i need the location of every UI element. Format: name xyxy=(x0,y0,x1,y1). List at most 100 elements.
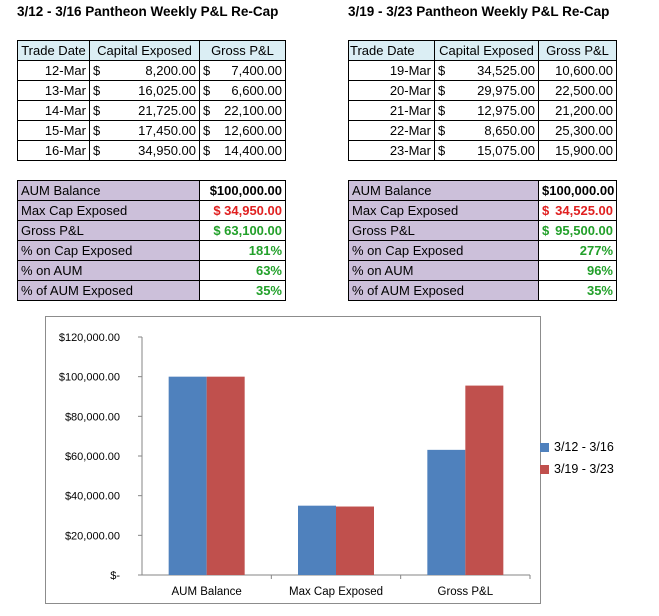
table-header-row: Trade Date Capital Exposed Gross P&L xyxy=(17,40,286,61)
pnl-cell: $14,400.00 xyxy=(199,140,286,161)
week2-title: 3/19 - 3/23 Pantheon Weekly P&L Re-Cap xyxy=(348,4,610,19)
currency-symbol: $ xyxy=(438,123,446,138)
currency-symbol: $ xyxy=(438,63,446,78)
week2-summary-table: AUM Balance $100,000.00 Max Cap Exposed … xyxy=(348,180,617,301)
trade-date-cell: 21-Mar xyxy=(348,100,435,121)
currency-symbol: $ xyxy=(438,103,446,118)
currency-symbol: $ xyxy=(542,223,550,238)
summary-row-aum: AUM Balance $100,000.00 xyxy=(17,180,286,201)
x-category-label: Max Cap Exposed xyxy=(289,586,383,598)
currency-symbol: $ xyxy=(542,203,550,218)
table-row: 19-Mar $34,525.00 10,600.00 xyxy=(348,60,617,81)
pct-aum-label: % on AUM xyxy=(348,260,539,281)
summary-row-pct-cap: % on Cap Exposed 181% xyxy=(17,240,286,261)
capital-cell: $16,025.00 xyxy=(89,80,200,101)
table-header-row: Trade Date Capital Exposed Gross P&L xyxy=(348,40,617,61)
x-category-label: AUM Balance xyxy=(172,586,242,598)
capital-cell: $29,975.00 xyxy=(434,80,539,101)
trade-date-cell: 13-Mar xyxy=(17,80,90,101)
trade-date-cell: 19-Mar xyxy=(348,60,435,81)
table-row: 13-Mar $16,025.00 $6,600.00 xyxy=(17,80,286,101)
chart-area: $- $20,000.00 $40,000.00 $60,000.00 $80,000.… xyxy=(45,316,541,604)
col-capital-exposed: Capital Exposed xyxy=(434,40,539,61)
bar-week2 xyxy=(336,506,374,575)
pct-cap-value: 181% xyxy=(199,240,286,261)
legend-label: 3/12 - 3/16 xyxy=(554,440,614,454)
pct-aum-value: 96% xyxy=(538,260,617,281)
trade-date-cell: 22-Mar xyxy=(348,120,435,141)
maxcap-label: Max Cap Exposed xyxy=(17,200,200,221)
pct-exposed-value: 35% xyxy=(199,280,286,301)
aum-value-cell: $100,000.00 xyxy=(538,180,617,201)
trade-date-cell: 20-Mar xyxy=(348,80,435,101)
bar-chart: $- $20,000.00 $40,000.00 $60,000.00 $80,000.… xyxy=(59,332,531,598)
legend-swatch-blue xyxy=(540,442,549,452)
capital-cell: $12,975.00 xyxy=(434,100,539,121)
maxcap-label: Max Cap Exposed xyxy=(348,200,539,221)
aum-label: AUM Balance xyxy=(348,180,539,201)
pnl-cell: $7,400.00 xyxy=(199,60,286,81)
pnl-cell: 10,600.00 xyxy=(538,60,617,81)
legend-item-week1: 3/12 - 3/16 xyxy=(540,440,614,454)
week2-trade-table: Trade Date Capital Exposed Gross P&L 19-… xyxy=(348,40,617,161)
table-row: 16-Mar $34,950.00 $14,400.00 xyxy=(17,140,286,161)
summary-row-pct-aum: % on AUM 96% xyxy=(348,260,617,281)
gross-label: Gross P&L xyxy=(17,220,200,241)
capital-cell: $34,950.00 xyxy=(89,140,200,161)
summary-row-aum: AUM Balance $100,000.00 xyxy=(348,180,617,201)
pnl-cell: $12,600.00 xyxy=(199,120,286,141)
y-tick-label: $20,000.00 xyxy=(65,530,120,542)
currency-symbol: $ xyxy=(438,143,446,158)
aum-label: AUM Balance xyxy=(17,180,200,201)
pct-exposed-label: % of AUM Exposed xyxy=(348,280,539,301)
currency-symbol: $ xyxy=(542,183,550,198)
summary-row-gross: Gross P&L $95,500.00 xyxy=(348,220,617,241)
capital-cell: $15,075.00 xyxy=(434,140,539,161)
col-gross-pnl: Gross P&L xyxy=(538,40,617,61)
maxcap-value-cell: $34,525.00 xyxy=(538,200,617,221)
currency-symbol: $ xyxy=(93,83,101,98)
legend-item-week2: 3/19 - 3/23 xyxy=(540,462,614,476)
capital-cell: $17,450.00 xyxy=(89,120,200,141)
pnl-cell: 25,300.00 xyxy=(538,120,617,141)
currency-symbol: $ xyxy=(203,83,211,98)
legend-swatch-red xyxy=(540,464,549,474)
pct-exposed-label: % of AUM Exposed xyxy=(17,280,200,301)
summary-row-maxcap: Max Cap Exposed $34,525.00 xyxy=(348,200,617,221)
pnl-cell: 22,500.00 xyxy=(538,80,617,101)
currency-symbol: $ xyxy=(203,103,211,118)
pct-aum-label: % on AUM xyxy=(17,260,200,281)
currency-symbol: $ xyxy=(203,143,211,158)
table-row: 20-Mar $29,975.00 22,500.00 xyxy=(348,80,617,101)
currency-symbol: $ xyxy=(93,143,101,158)
currency-symbol: $ xyxy=(203,123,211,138)
pnl-cell: 21,200.00 xyxy=(538,100,617,121)
currency-symbol: $ xyxy=(203,63,211,78)
currency-symbol: $ xyxy=(93,103,101,118)
pct-cap-label: % on Cap Exposed xyxy=(348,240,539,261)
summary-row-maxcap: Max Cap Exposed $ 34,950.00 xyxy=(17,200,286,221)
currency-symbol: $ xyxy=(93,123,101,138)
col-trade-date: Trade Date xyxy=(348,40,435,61)
currency-symbol: $ xyxy=(438,83,446,98)
y-tick-label: $100,000.00 xyxy=(59,372,120,384)
col-gross-pnl: Gross P&L xyxy=(199,40,286,61)
x-category-label: Gross P&L xyxy=(438,586,494,598)
capital-cell: $21,725.00 xyxy=(89,100,200,121)
summary-row-gross: Gross P&L $ 63,100.00 xyxy=(17,220,286,241)
y-tick-label: $80,000.00 xyxy=(65,411,120,423)
summary-row-pct-cap: % on Cap Exposed 277% xyxy=(348,240,617,261)
pnl-cell: 15,900.00 xyxy=(538,140,617,161)
pnl-cell: $6,600.00 xyxy=(199,80,286,101)
gross-label: Gross P&L xyxy=(348,220,539,241)
gross-value-cell: $95,500.00 xyxy=(538,220,617,241)
y-tick-label: $120,000.00 xyxy=(59,332,120,344)
week1-trade-table: Trade Date Capital Exposed Gross P&L 12-… xyxy=(17,40,286,161)
bar-week1 xyxy=(427,449,466,575)
table-row: 22-Mar $8,650.00 25,300.00 xyxy=(348,120,617,141)
bar-week2 xyxy=(465,385,504,575)
bar-week1 xyxy=(298,505,336,575)
gross-value: 95,500.00 xyxy=(555,223,613,238)
summary-row-pct-exposed: % of AUM Exposed 35% xyxy=(17,280,286,301)
trade-date-cell: 12-Mar xyxy=(17,60,90,81)
